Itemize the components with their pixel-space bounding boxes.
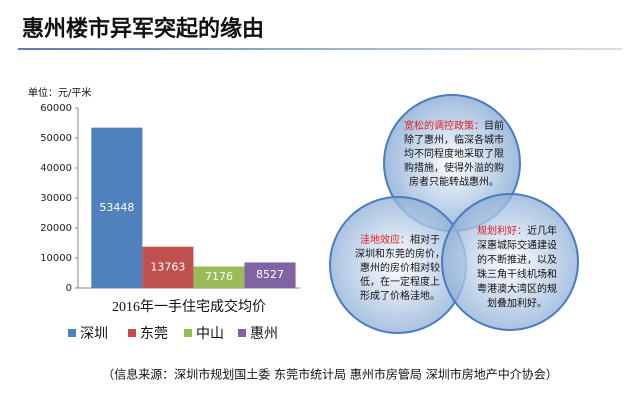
legend-label: 深圳 [80, 326, 108, 342]
circle-line: 形成了价格洼地。 [360, 289, 440, 302]
circle-text: 珠三角干线机场和 [477, 268, 557, 281]
circle-line: 目前 [484, 119, 504, 132]
legend-swatch [238, 329, 246, 337]
circle-line: 粤港澳大湾区的规 [477, 282, 557, 295]
legend-swatch [128, 329, 136, 337]
unit-label: 单位：元/平米 [28, 86, 91, 99]
circle-line: 深惠城际交通建设 [477, 239, 557, 252]
circle-text: 粤港澳大湾区的规 [477, 282, 557, 295]
bar [193, 266, 245, 288]
venn-circle [441, 193, 579, 331]
circle-text: 划叠加利好。 [487, 297, 547, 310]
circle-text: 规划利好：近几年 [477, 224, 557, 237]
legend-swatch [68, 329, 76, 337]
circle-heading: 规划利好： [477, 224, 527, 237]
circle-text: 的不断推进，以及 [477, 253, 557, 266]
circle-line: 购措施，使得外溢的购 [404, 161, 504, 174]
legend-label: 中山 [196, 326, 224, 342]
title-rule [18, 48, 622, 50]
venn-diagram: 宽松的调控政策：目前除了惠州，临深各城市均不同程度地采取了限购措施，使得外溢的购… [329, 94, 579, 334]
bar [91, 127, 143, 288]
circle-line: 近几年 [527, 224, 557, 237]
circle-text: 洼地效应：相对于 [360, 233, 440, 246]
y-tick-label: 60000 [40, 103, 72, 114]
circle-heading: 宽松的调控政策： [404, 119, 484, 132]
value-label: 8527 [256, 268, 284, 281]
circle-line: 除了惠州，临深各城市 [404, 133, 504, 146]
circle-text: 均不同程度地采取了限 [404, 147, 504, 160]
circle-line: 珠三角干线机场和 [477, 268, 557, 281]
y-tick-label: 40000 [40, 163, 72, 174]
circle-line: 的不断推进，以及 [477, 253, 557, 266]
y-tick-label: 10000 [40, 253, 72, 264]
circle-line: 深圳和东莞的房价， [355, 247, 445, 260]
circle-text: 形成了价格洼地。 [360, 289, 440, 302]
value-label: 13763 [150, 260, 185, 273]
x-category-label: 2016年一手住宅成交均价 [112, 298, 266, 315]
circle-line: 房者只能转战惠州。 [409, 175, 499, 188]
circle-line: 惠州的房价相对较 [360, 261, 440, 274]
source-note: （信息来源：深圳市规划国土委 东莞市统计局 惠州市房管局 深圳市房地产中介协会） [102, 367, 557, 382]
circle-text: 房者只能转战惠州。 [409, 175, 499, 188]
circle-line: 相对于 [410, 233, 440, 246]
bar [142, 246, 194, 288]
circle-line: 均不同程度地采取了限 [404, 147, 504, 160]
circle-text: 宽松的调控政策：目前 [404, 119, 504, 132]
circle-text: 购措施，使得外溢的购 [404, 161, 504, 174]
circle-text: 深惠城际交通建设 [477, 239, 557, 252]
circle-line: 低，在一定程度上 [360, 275, 440, 288]
value-label: 53448 [99, 201, 134, 214]
slide-title: 惠州楼市异军突起的缘由 [22, 16, 264, 42]
value-label: 7176 [205, 270, 233, 283]
legend-label: 东莞 [140, 326, 168, 342]
legend-label: 惠州 [250, 326, 278, 342]
y-tick-label: 0 [66, 283, 72, 294]
bar [244, 262, 296, 288]
circle-heading: 洼地效应： [360, 233, 410, 246]
circle-text: 除了惠州，临深各城市 [404, 133, 504, 146]
circle-text: 低，在一定程度上 [360, 275, 440, 288]
circle-text: 惠州的房价相对较 [360, 261, 440, 274]
y-tick-label: 30000 [40, 193, 72, 204]
circle-line: 划叠加利好。 [487, 297, 547, 310]
legend-swatch [184, 329, 192, 337]
circle-text: 深圳和东莞的房价， [355, 247, 445, 260]
y-tick-label: 50000 [40, 133, 72, 144]
y-tick-label: 20000 [40, 223, 72, 234]
